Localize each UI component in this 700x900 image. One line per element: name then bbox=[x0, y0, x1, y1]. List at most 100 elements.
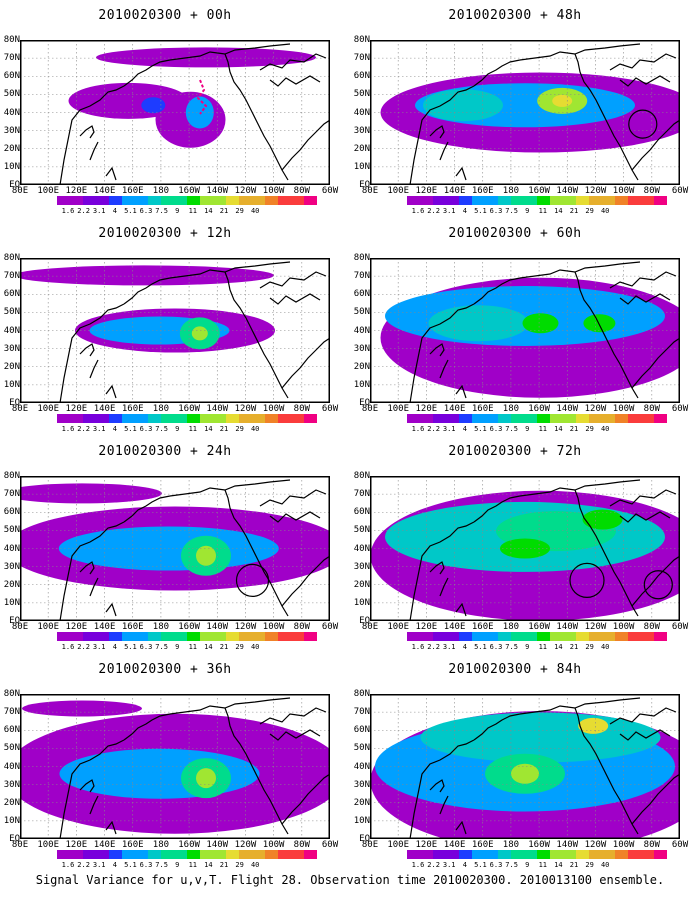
longitude-label: 80W bbox=[293, 840, 310, 850]
longitude-label: 120E bbox=[65, 186, 88, 196]
colorbar-swatch bbox=[265, 414, 278, 423]
colorbar-swatch bbox=[122, 414, 135, 423]
colorbar-swatch bbox=[304, 632, 317, 641]
colorbar-label: 40 bbox=[250, 861, 260, 869]
colorbar-swatch bbox=[563, 632, 576, 641]
colorbar-swatch bbox=[109, 850, 122, 859]
coastline bbox=[409, 521, 475, 621]
colorbar-label: 2.2 bbox=[427, 861, 440, 869]
latitude-label: 40N bbox=[353, 325, 370, 336]
coastline bbox=[79, 561, 95, 575]
colorbar-swatch bbox=[57, 850, 70, 859]
longitude-label: 100E bbox=[37, 840, 60, 850]
longitude-label: 120W bbox=[584, 186, 607, 196]
colorbar-swatch bbox=[589, 414, 602, 423]
coastline bbox=[631, 773, 680, 825]
longitude-label: 100E bbox=[387, 622, 410, 632]
latitude-label: 20N bbox=[353, 361, 370, 372]
colorbar-label: 11 bbox=[188, 425, 198, 433]
variance-map bbox=[20, 694, 330, 839]
colorbar-swatch bbox=[174, 196, 187, 205]
colorbar-swatch bbox=[291, 196, 304, 205]
colorbar-swatch bbox=[472, 632, 485, 641]
colorbar-swatch bbox=[96, 632, 109, 641]
longitude-label: 140E bbox=[443, 622, 466, 632]
colorbar-swatch bbox=[407, 196, 420, 205]
panel-title: 2010020300 + 48h bbox=[448, 8, 582, 23]
longitude-label: 160E bbox=[121, 840, 144, 850]
longitude-label: 80W bbox=[293, 622, 310, 632]
colorbar-label: 5.1 bbox=[124, 643, 137, 651]
longitude-label: 160E bbox=[471, 404, 494, 414]
colorbar-swatch bbox=[511, 632, 524, 641]
coastline bbox=[105, 166, 117, 181]
latitude-label: 50N bbox=[353, 525, 370, 536]
colorbar-swatch bbox=[576, 850, 589, 859]
coastline bbox=[259, 271, 327, 289]
longitude-label: 80E bbox=[11, 840, 29, 850]
longitude-label: 60W bbox=[671, 186, 689, 196]
longitude-label: 100W bbox=[262, 622, 285, 632]
colorbar-label: 1.6 bbox=[411, 207, 425, 215]
colorbar-swatch bbox=[446, 632, 459, 641]
colorbar-swatch bbox=[498, 196, 511, 205]
panel-title: 2010020300 + 24h bbox=[98, 444, 232, 459]
latitude-label: 80N bbox=[3, 471, 20, 481]
colorbar-swatch bbox=[187, 196, 200, 205]
target-circle bbox=[569, 562, 605, 599]
colorbar-swatch bbox=[278, 196, 291, 205]
longitude-label: 180 bbox=[502, 404, 520, 414]
colorbar-swatch bbox=[122, 632, 135, 641]
colorbar-swatch bbox=[524, 850, 537, 859]
coastline bbox=[619, 729, 671, 741]
colorbar-label: 7.5 bbox=[155, 643, 168, 651]
colorbar-swatch bbox=[407, 632, 420, 641]
colorbar-swatch bbox=[576, 632, 589, 641]
longitude-label: 120W bbox=[234, 186, 257, 196]
colorbar-swatch bbox=[433, 850, 446, 859]
latitude-label: EQ bbox=[9, 616, 20, 626]
coastline bbox=[224, 707, 289, 835]
colorbar-swatch bbox=[161, 414, 174, 423]
colorbar-swatch bbox=[628, 632, 641, 641]
coastline bbox=[89, 577, 99, 597]
longitude-label: 100E bbox=[37, 622, 60, 632]
latitude-label: 10N bbox=[353, 815, 370, 826]
target-circle bbox=[628, 109, 658, 139]
colorbar-label: 21 bbox=[219, 861, 229, 869]
colorbar-swatch bbox=[83, 414, 96, 423]
colorbar-swatch bbox=[641, 414, 654, 423]
variance-map bbox=[20, 258, 330, 403]
latitude-label: 20N bbox=[3, 143, 20, 154]
coastline bbox=[429, 561, 445, 575]
longitude-label: 80W bbox=[293, 404, 310, 414]
colorbar-swatch bbox=[654, 414, 667, 423]
longitude-label: 180 bbox=[152, 186, 170, 196]
colorbar-label: 29 bbox=[585, 643, 594, 651]
colorbar-label: 14 bbox=[204, 425, 213, 433]
longitude-label: 140W bbox=[556, 404, 579, 414]
colorbar bbox=[57, 196, 317, 205]
longitude-label: 180 bbox=[152, 622, 170, 632]
colorbar-swatch bbox=[459, 196, 472, 205]
colorbar-swatch bbox=[200, 850, 213, 859]
colorbar-label: 14 bbox=[204, 207, 213, 215]
colorbar-swatch bbox=[122, 850, 135, 859]
coastline bbox=[609, 53, 677, 71]
colorbar-swatch bbox=[213, 850, 226, 859]
colorbar-swatch bbox=[498, 414, 511, 423]
coastline bbox=[89, 141, 99, 161]
colorbar-label: 9 bbox=[525, 643, 530, 651]
colorbar-swatch bbox=[537, 414, 550, 423]
longitude-label: 120E bbox=[415, 840, 438, 850]
latitude-label: 40N bbox=[3, 761, 20, 772]
colorbar bbox=[57, 632, 317, 641]
longitude-label: 120W bbox=[234, 840, 257, 850]
colorbar-label: 14 bbox=[554, 861, 563, 869]
colorbar-swatch bbox=[161, 850, 174, 859]
colorbar bbox=[407, 850, 667, 859]
coastline bbox=[455, 820, 467, 835]
colorbar-label: 2.2 bbox=[427, 425, 440, 433]
colorbar-swatch bbox=[654, 632, 667, 641]
latitude-label: EQ bbox=[9, 398, 20, 408]
